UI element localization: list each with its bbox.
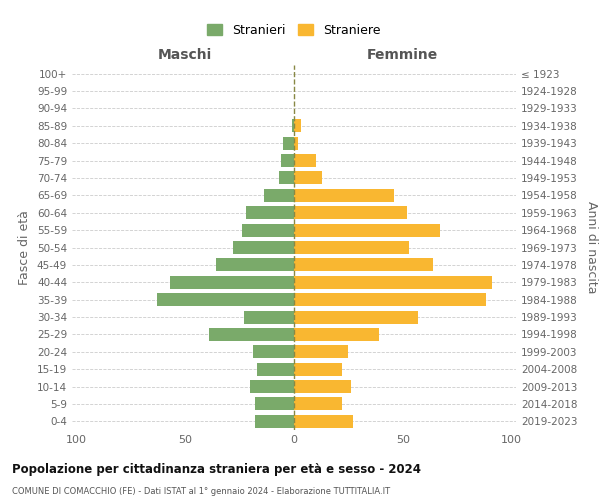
Bar	[294, 398, 342, 410]
Bar	[283, 136, 294, 149]
Bar	[294, 206, 407, 220]
Bar	[255, 398, 294, 410]
Bar	[294, 346, 349, 358]
Bar	[170, 276, 294, 289]
Bar	[294, 380, 350, 393]
Text: Popolazione per cittadinanza straniera per età e sesso - 2024: Popolazione per cittadinanza straniera p…	[12, 462, 421, 475]
Bar	[294, 189, 394, 202]
Bar	[253, 346, 294, 358]
Bar	[215, 258, 294, 272]
Legend: Stranieri, Straniere: Stranieri, Straniere	[207, 24, 381, 37]
Bar	[250, 380, 294, 393]
Bar	[294, 241, 409, 254]
Bar	[294, 293, 485, 306]
Y-axis label: Fasce di età: Fasce di età	[19, 210, 31, 285]
Text: COMUNE DI COMACCHIO (FE) - Dati ISTAT al 1° gennaio 2024 - Elaborazione TUTTITAL: COMUNE DI COMACCHIO (FE) - Dati ISTAT al…	[12, 488, 390, 496]
Bar	[233, 241, 294, 254]
Bar	[209, 328, 294, 341]
Bar	[279, 172, 294, 184]
Bar	[246, 206, 294, 220]
Text: Femmine: Femmine	[367, 48, 439, 62]
Bar	[244, 310, 294, 324]
Y-axis label: Anni di nascita: Anni di nascita	[584, 201, 598, 294]
Bar	[255, 415, 294, 428]
Bar	[263, 189, 294, 202]
Bar	[294, 136, 298, 149]
Bar	[294, 154, 316, 167]
Bar	[294, 362, 342, 376]
Bar	[292, 120, 294, 132]
Bar	[294, 172, 322, 184]
Bar	[157, 293, 294, 306]
Bar	[242, 224, 294, 236]
Bar	[294, 415, 353, 428]
Bar	[294, 310, 418, 324]
Bar	[281, 154, 294, 167]
Bar	[294, 276, 492, 289]
Bar	[294, 258, 433, 272]
Text: Maschi: Maschi	[158, 48, 212, 62]
Bar	[257, 362, 294, 376]
Bar	[294, 224, 440, 236]
Bar	[294, 328, 379, 341]
Bar	[294, 120, 301, 132]
